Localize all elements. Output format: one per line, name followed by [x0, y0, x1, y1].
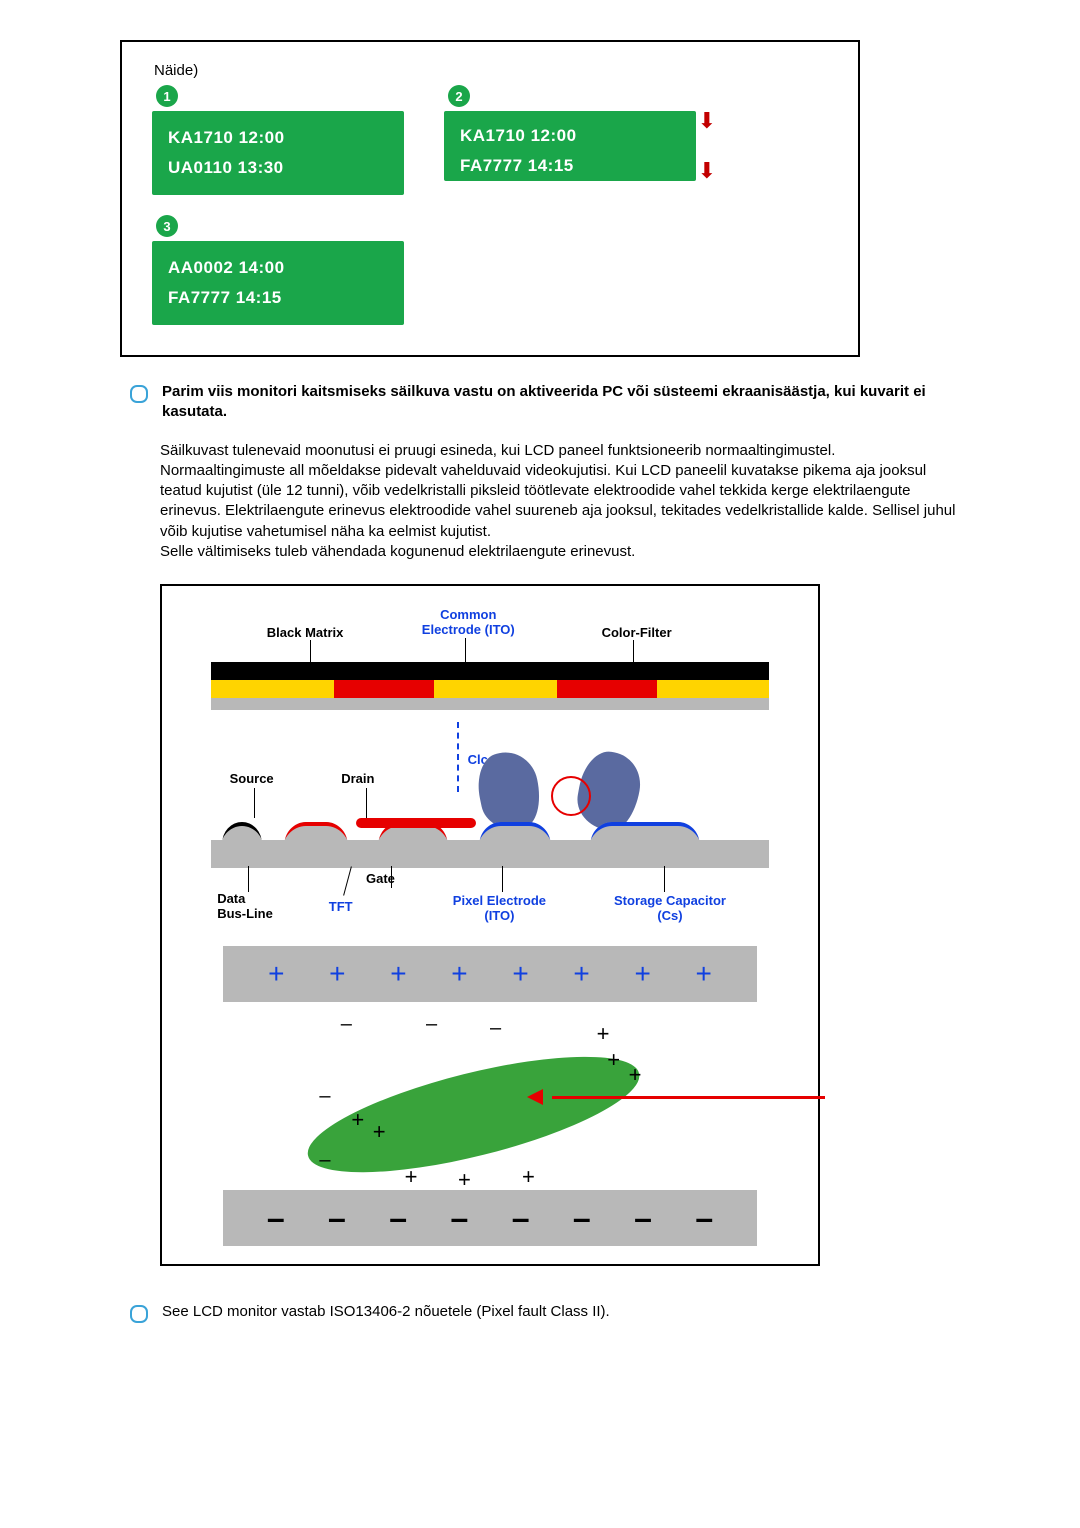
minus-icon: –	[512, 1200, 530, 1237]
lcd-cross-section: Common Electrode (ITO) Black Matrix Colo…	[180, 604, 800, 924]
label-source: Source	[230, 772, 274, 787]
label-drain: Drain	[341, 772, 374, 787]
plus-icon: +	[373, 1119, 386, 1145]
panel-1: 1 KA1710 12:00 UA0110 13:30	[152, 85, 404, 195]
bullet-text: See LCD monitor vastab ISO13406-2 nõuete…	[162, 1302, 960, 1323]
panel-line: FA7777 14:15	[460, 151, 577, 181]
body-paragraph: Normaaltingimuste all mõeldakse pidevalt…	[160, 461, 960, 542]
polarity-diagram: ++++++++ –––+–++++–+++ ––––––––	[180, 946, 800, 1246]
panel-line: UA0110 13:30	[168, 153, 388, 183]
plus-icon: +	[351, 1107, 364, 1133]
minus-icon: –	[267, 1200, 285, 1237]
tft-layer	[211, 812, 769, 868]
green-panel: AA0002 14:00 FA7777 14:15	[152, 241, 404, 325]
label-common-electrode: Common Electrode (ITO)	[422, 608, 515, 638]
diagram-stack: Common Electrode (ITO) Black Matrix Colo…	[180, 604, 800, 1246]
bullet-item: See LCD monitor vastab ISO13406-2 nõuete…	[130, 1302, 960, 1323]
plus-icon: +	[573, 958, 589, 990]
plus-icon: +	[597, 1021, 610, 1047]
minus-icon: –	[634, 1200, 652, 1237]
minus-icon: –	[319, 1149, 330, 1172]
color-filter-layer	[211, 662, 769, 710]
red-arrow-line	[552, 1096, 825, 1099]
positive-electrode-bar: + + + + + + + +	[223, 946, 756, 1002]
panel-number-badge: 2	[448, 85, 470, 107]
example-label: Näide)	[154, 62, 828, 79]
negative-electrode-bar: ––––––––	[223, 1190, 756, 1246]
example-frame: Näide) 1 KA1710 12:00 UA0110 13:30 2 AA0…	[120, 40, 860, 357]
bullet-text: Parim viis monitori kaitsmiseks säilkuva…	[162, 382, 960, 423]
label-tft: TFT	[329, 900, 353, 915]
body-paragraph: Selle vältimiseks tuleb vähendada kogune…	[160, 542, 960, 562]
minus-icon: –	[328, 1200, 346, 1237]
panels-row-2: 3 AA0002 14:00 FA7777 14:15	[152, 215, 828, 325]
panel-line: KA1710 12:00	[460, 121, 577, 151]
minus-icon: –	[319, 1085, 330, 1108]
plus-icon: +	[268, 958, 284, 990]
scroll-arrows: ⬇ ⬇	[698, 111, 716, 181]
plus-icon: +	[634, 958, 650, 990]
minus-icon: –	[450, 1200, 468, 1237]
plus-icon: +	[451, 958, 467, 990]
bullet-icon	[130, 1305, 148, 1323]
panel-line: AA0002 14:00	[460, 111, 577, 121]
panel-line: AA0002 14:00	[168, 253, 388, 283]
plus-icon: +	[607, 1047, 620, 1073]
liquid-crystal-area: Clc	[211, 716, 769, 826]
label-storage-capacitor: Storage Capacitor (Cs)	[614, 894, 726, 924]
minus-icon: –	[490, 1017, 501, 1040]
plus-icon: +	[522, 1164, 535, 1190]
diagram-frame: Common Electrode (ITO) Black Matrix Colo…	[160, 584, 820, 1266]
panels-row-1: 1 KA1710 12:00 UA0110 13:30 2 AA0002 14:…	[152, 85, 828, 195]
plus-icon: +	[405, 1164, 418, 1190]
label-pixel-electrode: Pixel Electrode (ITO)	[453, 894, 546, 924]
minus-icon: –	[341, 1013, 352, 1036]
label-color-filter: Color-Filter	[602, 626, 672, 641]
panel-3: 3 AA0002 14:00 FA7777 14:15	[152, 215, 404, 325]
plus-icon: +	[390, 958, 406, 990]
green-panel-scrolling: AA0002 14:00 KA1710 12:00 FA7777 14:15 U…	[444, 111, 696, 181]
plus-icon: +	[629, 1062, 642, 1088]
panel-line: KA1710 12:00	[168, 123, 388, 153]
bullet-icon	[130, 385, 148, 423]
down-arrow-icon: ⬇	[698, 111, 716, 131]
panel-2: 2 AA0002 14:00 KA1710 12:00 FA7777 14:15…	[444, 85, 696, 195]
panel-number-badge: 3	[156, 215, 178, 237]
plus-icon: +	[696, 958, 712, 990]
label-black-matrix: Black Matrix	[267, 626, 344, 641]
down-arrow-icon: ⬇	[698, 161, 716, 181]
minus-icon: –	[426, 1013, 437, 1036]
body-paragraph: Säilkuvast tulenevaid moonutusi ei pruug…	[160, 441, 960, 461]
minus-icon: –	[573, 1200, 591, 1237]
panel-number-badge: 1	[156, 85, 178, 107]
bullet-item: Parim viis monitori kaitsmiseks säilkuva…	[130, 382, 960, 423]
plus-icon: +	[512, 958, 528, 990]
plus-icon: +	[329, 958, 345, 990]
panel-line: FA7777 14:15	[168, 283, 388, 313]
minus-icon: –	[389, 1200, 407, 1237]
green-panel: KA1710 12:00 UA0110 13:30	[152, 111, 404, 195]
label-data-bus: Data Bus-Line	[217, 892, 273, 922]
red-arrow-head-icon	[527, 1089, 543, 1105]
minus-icon: –	[695, 1200, 713, 1237]
document-page: Näide) 1 KA1710 12:00 UA0110 13:30 2 AA0…	[0, 0, 1080, 1373]
